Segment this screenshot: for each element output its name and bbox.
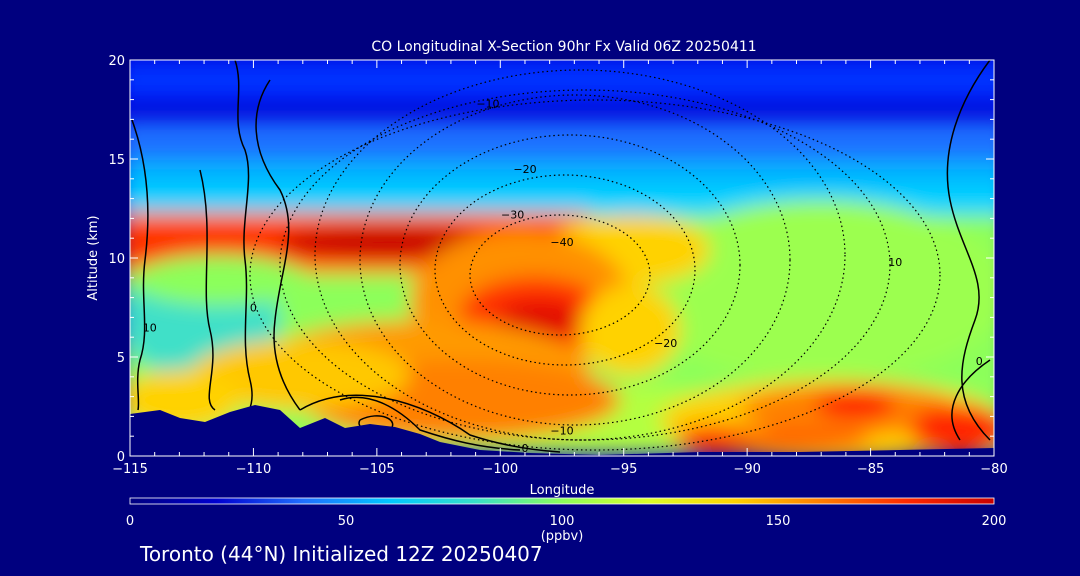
negative-contours — [249, 69, 941, 451]
contour-label: 0 — [250, 302, 257, 315]
contour-labels: −10 −20 −30 −40 −20 −10 10 10 0 0 0 — [143, 98, 983, 456]
y-axis: 0 5 10 15 20 — [108, 54, 994, 465]
contour-label: −20 — [513, 163, 536, 176]
x-tick-label: −110 — [236, 462, 272, 477]
x-tick-label: −105 — [359, 462, 395, 477]
positive-contours — [131, 60, 991, 453]
colorbar-tick-label: 100 — [550, 514, 575, 529]
contour-label: −10 — [550, 424, 573, 437]
x-tick-label: −80 — [980, 462, 1007, 477]
x-tick-label: −90 — [733, 462, 760, 477]
x-axis: −115 −110 −105 −100 −95 −90 −85 −80 — [112, 60, 1008, 477]
terrain-mask — [130, 405, 994, 456]
colorbar-tick-label: 50 — [338, 514, 355, 529]
contour-label: 10 — [143, 321, 157, 334]
x-tick-label: −85 — [857, 462, 884, 477]
y-axis-label: Altitude (km) — [86, 215, 101, 300]
y-tick-label: 5 — [117, 351, 125, 366]
y-tick-label: 10 — [108, 252, 125, 267]
x-tick-label: −100 — [482, 462, 518, 477]
contour-label: −20 — [654, 337, 677, 350]
contour-label: 0 — [521, 442, 528, 455]
colorbar-tick-label: 200 — [982, 514, 1007, 529]
contour-label: −40 — [550, 236, 573, 249]
colorbar-unit-label: (ppbv) — [541, 529, 584, 544]
plot-area: −10 −20 −30 −40 −20 −10 10 10 0 0 0 — [130, 60, 994, 456]
colorbar-tick-label: 0 — [126, 514, 134, 529]
colorbar — [129, 497, 995, 505]
contour-label: −30 — [501, 208, 524, 221]
x-axis-label: Longitude — [530, 483, 595, 498]
y-tick-label: 0 — [117, 450, 125, 465]
x-tick-label: −115 — [112, 462, 148, 477]
contour-label: −10 — [476, 98, 499, 111]
chart-title: CO Longitudinal X-Section 90hr Fx Valid … — [371, 39, 756, 55]
contour-label: 0 — [976, 355, 983, 368]
footer-caption: Toronto (44°N) Initialized 12Z 20250407 — [140, 542, 543, 566]
colorbar-tick-label: 150 — [766, 514, 791, 529]
y-tick-label: 15 — [108, 153, 125, 168]
y-tick-label: 20 — [108, 54, 125, 69]
contour-label: 10 — [888, 256, 902, 269]
colorbar-axis: 0 50 100 150 200 — [126, 514, 1007, 529]
x-tick-label: −95 — [610, 462, 637, 477]
co-field — [130, 60, 994, 456]
